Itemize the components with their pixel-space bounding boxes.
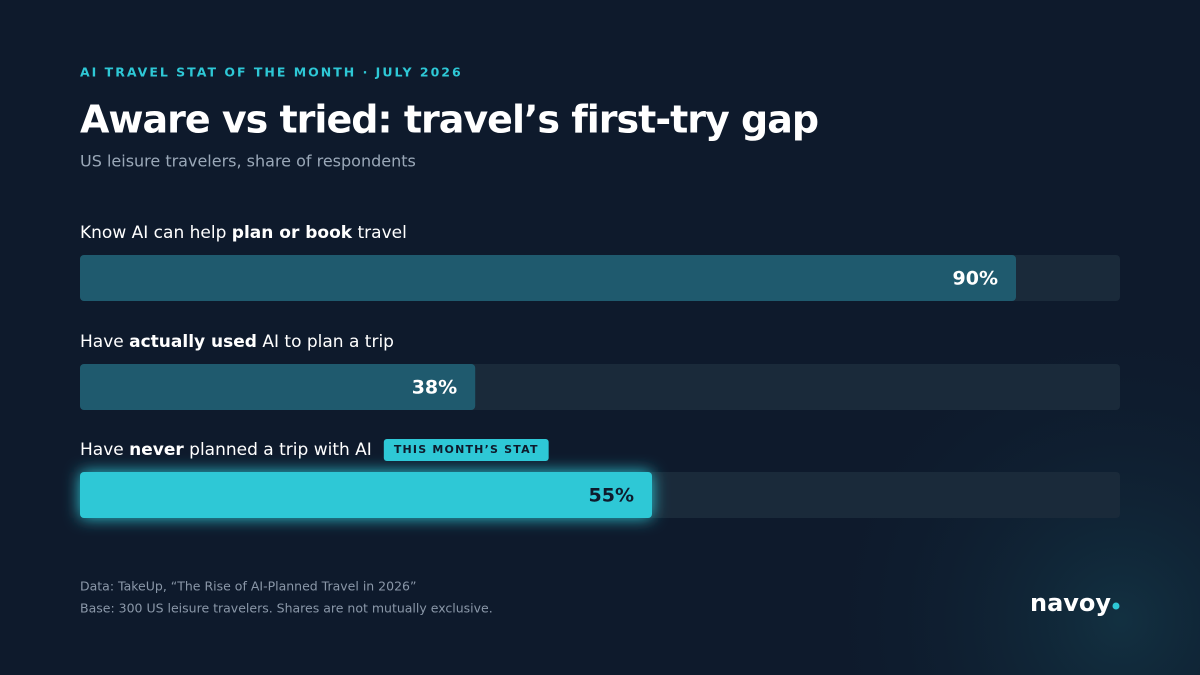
highlight-badge [383, 439, 549, 461]
chart-title: Aware vs tried: travel’s first-try gap [80, 98, 818, 142]
bar [80, 472, 652, 518]
highlight-badge-text: THIS MONTH’S STAT [394, 443, 539, 456]
value-label: 55% [589, 485, 634, 507]
category-label-part: AI to plan a trip [257, 332, 394, 352]
kicker: AI TRAVEL STAT OF THE MONTH · JULY 2026 [80, 65, 463, 80]
category-label: Have actually used AI to plan a trip [80, 332, 394, 352]
category-label: Have never planned a trip with AI [80, 440, 372, 460]
brand-dot [1112, 602, 1120, 610]
category-label-part: Have [80, 440, 129, 460]
category-label-part: Have [80, 332, 129, 352]
value-label: 90% [953, 268, 998, 290]
category-label-part: Know AI can help [80, 223, 232, 243]
category-label-emphasis: never [129, 440, 184, 460]
value-label: 38% [412, 377, 457, 399]
category-label-emphasis: plan or book [232, 223, 353, 243]
chart-subtitle: US leisure travelers, share of responden… [80, 152, 416, 171]
source-note: Data: TakeUp, “The Rise of AI-Planned Tr… [80, 579, 416, 594]
bar [80, 255, 1016, 301]
brand-logo: navoy [1030, 589, 1111, 617]
category-label-part: travel [352, 223, 407, 243]
category-label-part: planned a trip with AI [184, 440, 372, 460]
category-label: Know AI can help plan or book travel [80, 223, 407, 243]
base-note: Base: 300 US leisure travelers. Shares a… [80, 601, 493, 616]
bar [80, 364, 476, 410]
category-label-emphasis: actually used [129, 332, 257, 352]
